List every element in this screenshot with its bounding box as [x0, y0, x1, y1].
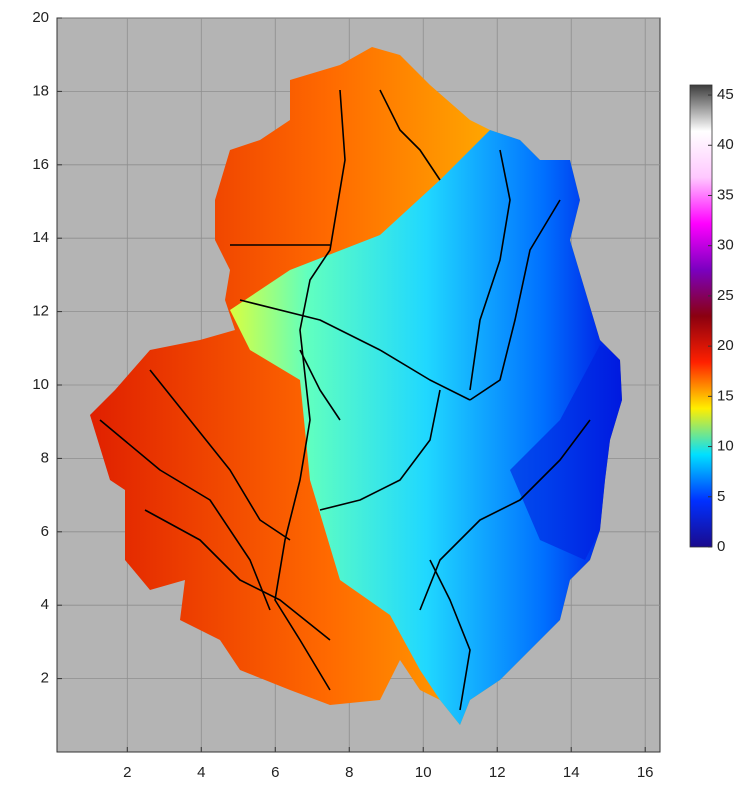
- colorbar-tick-label: 15: [717, 387, 734, 404]
- colorbar: [690, 85, 712, 547]
- y-tick-label: 16: [32, 156, 49, 173]
- colorbar-tick-label: 30: [717, 237, 734, 254]
- colorbar-tick-label: 35: [717, 186, 734, 203]
- y-tick-label: 18: [32, 82, 49, 99]
- x-tick-label: 4: [197, 764, 205, 781]
- chart: 2 4 6 8 10 12 14 16 2 4 6 8 10 12 14 16 18 20 0 5 10 15 20 25 3…: [0, 0, 751, 785]
- colorbar-tick-label: 25: [717, 287, 734, 304]
- colorbar-tick-label: 0: [717, 538, 725, 555]
- colorbar-tick-label: 45: [717, 86, 734, 103]
- x-tick-label: 6: [271, 764, 279, 781]
- y-tick-label: 14: [32, 229, 49, 246]
- x-tick-label: 8: [345, 764, 353, 781]
- y-tick-label: 6: [41, 523, 49, 540]
- colorbar-tick-label: 5: [717, 488, 725, 505]
- colorbar-tick-label: 10: [717, 438, 734, 455]
- y-tick-label: 20: [32, 9, 49, 26]
- x-tick-label: 2: [123, 764, 131, 781]
- y-tick-label: 12: [32, 303, 49, 320]
- x-tick-label: 12: [489, 764, 506, 781]
- y-tick-label: 4: [41, 596, 49, 613]
- colorbar-tick-label: 20: [717, 337, 734, 354]
- x-tick-label: 10: [415, 764, 432, 781]
- y-tick-label: 10: [32, 376, 49, 393]
- colorbar-tick-label: 40: [717, 136, 734, 153]
- x-tick-label: 16: [637, 764, 654, 781]
- y-tick-label: 8: [41, 449, 49, 466]
- y-tick-label: 2: [41, 670, 49, 687]
- x-tick-label: 14: [563, 764, 580, 781]
